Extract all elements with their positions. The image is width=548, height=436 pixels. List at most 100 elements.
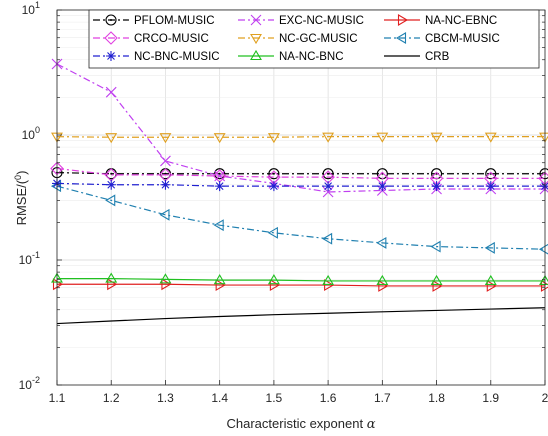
- x-tick-label: 1.9: [482, 391, 499, 405]
- marker-triangle-left: [430, 240, 441, 253]
- legend-entry-na-nc-bnc: NA-NC-BNC: [238, 49, 344, 63]
- marker-triangle-right: [432, 279, 443, 292]
- series-line: [56, 172, 545, 175]
- marker-asterisk: [214, 181, 225, 192]
- marker-asterisk: [485, 181, 496, 192]
- series-line: [56, 167, 545, 179]
- y-tick-label: 100: [22, 125, 40, 142]
- legend-label: PFLOM-MUSIC: [134, 15, 215, 27]
- marker-triangle-right: [397, 14, 409, 26]
- marker-triangle-down: [484, 132, 497, 143]
- x-tick-label: 1.5: [266, 391, 283, 405]
- marker-triangle-left: [105, 194, 116, 207]
- marker-x: [250, 14, 262, 26]
- marker-triangle-down: [376, 132, 389, 143]
- legend-label: CRCO-MUSIC: [134, 33, 209, 45]
- legend-entry-nc-gc-music: NC-GC-MUSIC: [238, 33, 358, 45]
- marker-asterisk: [323, 181, 334, 192]
- legend-entry-na-nc-ebnc: NA-NC-EBNC: [384, 14, 497, 27]
- x-tick-label: 1.2: [103, 391, 120, 405]
- marker-triangle-left: [322, 232, 333, 245]
- marker-triangle-right: [540, 279, 548, 292]
- marker-triangle-down: [250, 33, 262, 45]
- marker-x: [322, 186, 334, 198]
- series-line: [56, 307, 546, 325]
- legend-entry-crco-music: CRCO-MUSIC: [93, 31, 209, 45]
- x-tick-label: 1.7: [374, 391, 391, 405]
- legend-entry-nc-bnc-music: NC-BNC-MUSIC: [93, 51, 220, 63]
- x-tick-label: 1.6: [320, 391, 337, 405]
- marker-triangle-up: [159, 273, 172, 284]
- x-tick-label: 1.3: [157, 391, 174, 405]
- marker-asterisk: [377, 181, 388, 192]
- marker-triangle-right: [269, 279, 280, 292]
- series-crco-music: [50, 161, 548, 186]
- marker-triangle-right: [161, 278, 172, 291]
- series-cbcm-music: [50, 180, 548, 255]
- marker-asterisk: [268, 181, 279, 192]
- marker-triangle-right: [378, 279, 389, 292]
- marker-triangle-down: [213, 133, 226, 144]
- legend-box: [88, 9, 540, 69]
- x-axis-title: Characteristic exponent α: [227, 416, 376, 432]
- marker-triangle-left: [395, 32, 407, 44]
- legend-label: NC-GC-MUSIC: [279, 33, 358, 45]
- legend-label: NA-NC-BNC: [279, 51, 344, 63]
- marker-asterisk: [106, 51, 116, 61]
- marker-triangle-down: [159, 133, 172, 144]
- y-tick-label: 10-1: [19, 250, 40, 267]
- series-line: [57, 283, 545, 287]
- marker-triangle-down: [322, 132, 335, 143]
- legend-entry-cbcm-music: CBCM-MUSIC: [384, 32, 500, 45]
- marker-triangle-right: [324, 279, 335, 292]
- marker-circle: [105, 14, 117, 26]
- legend-entry-exc-nc-music: EXC-NC-MUSIC: [238, 14, 364, 27]
- marker-x: [160, 155, 171, 167]
- marker-triangle-left: [267, 226, 278, 239]
- marker-triangle-left: [376, 236, 387, 249]
- legend-label: NC-BNC-MUSIC: [134, 51, 220, 63]
- marker-circle: [322, 168, 334, 180]
- x-tick-label: 1.1: [49, 391, 66, 405]
- y-tick-label: 101: [22, 0, 40, 17]
- marker-triangle-up: [322, 274, 335, 285]
- series-layer: [50, 58, 548, 325]
- marker-triangle-left: [159, 208, 170, 221]
- x-tick-label: 1.4: [211, 391, 228, 405]
- legend-label: EXC-NC-MUSIC: [279, 15, 364, 27]
- marker-circle: [214, 168, 226, 180]
- series-line: [56, 182, 545, 187]
- y-tick-label: 10-2: [19, 375, 40, 392]
- marker-triangle-up: [376, 274, 389, 285]
- legend: PFLOM-MUSIC EXC-NC-MUSIC NA-NC-EBNC CRCO-MU…: [88, 9, 540, 69]
- marker-circle: [268, 168, 280, 180]
- series-line: [57, 277, 545, 282]
- marker-triangle-up: [430, 274, 443, 285]
- marker-triangle-down: [267, 133, 280, 144]
- marker-triangle-down: [105, 133, 118, 144]
- marker-triangle-up: [267, 274, 280, 285]
- plot-area-background: [57, 10, 545, 385]
- marker-x: [105, 86, 117, 98]
- series-crb: [56, 307, 546, 325]
- marker-triangle-right: [486, 279, 497, 292]
- x-tick-label: 2: [542, 391, 548, 405]
- x-tick-label: 1.8: [428, 391, 445, 405]
- legend-label: NA-NC-EBNC: [425, 15, 497, 27]
- y-axis-title: RMSE/(0): [13, 171, 29, 226]
- x-tick-labels: 1.1 1.2 1.3 1.4 1.5 1.6 1.7 1.8 1.9 2: [49, 391, 548, 405]
- marker-triangle-up: [105, 272, 118, 283]
- marker-triangle-up: [484, 274, 497, 285]
- marker-triangle-up: [213, 274, 226, 285]
- marker-triangle-up: [250, 49, 262, 61]
- legend-label: CRB: [425, 51, 450, 63]
- marker-asterisk: [160, 179, 171, 190]
- series-line: [56, 63, 545, 193]
- marker-asterisk: [431, 181, 442, 192]
- legend-label: CBCM-MUSIC: [425, 33, 500, 45]
- legend-entry-pflom-music: PFLOM-MUSIC: [93, 14, 215, 27]
- series-line: [56, 136, 545, 138]
- legend-entry-crb: CRB: [384, 51, 450, 63]
- marker-triangle-right: [215, 279, 226, 292]
